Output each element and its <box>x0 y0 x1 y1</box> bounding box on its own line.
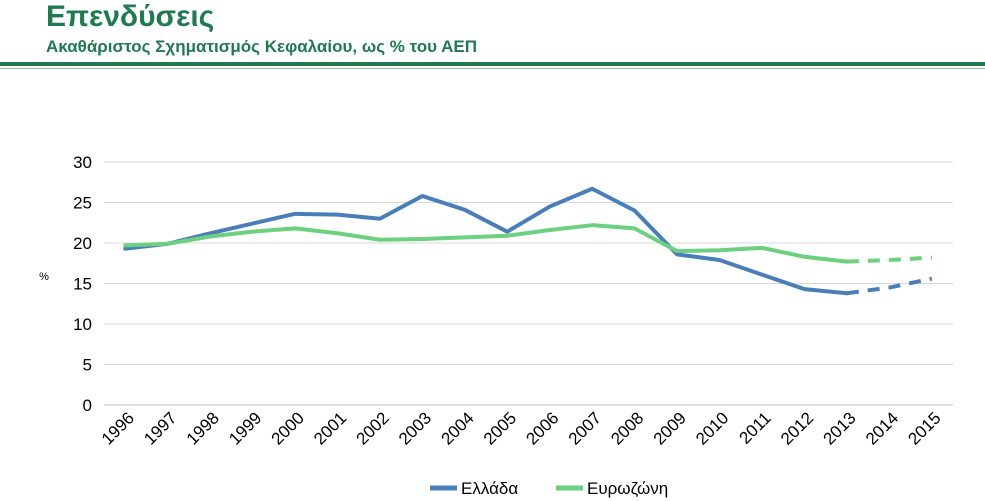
legend-label: Ελλάδα <box>461 479 518 498</box>
page-title: Επενδύσεις <box>46 0 215 33</box>
x-tick-label: 2005 <box>480 408 520 448</box>
x-tick-label: 2006 <box>522 408 562 448</box>
legend: Ελλάδα Ευρωζώνη <box>430 479 668 498</box>
x-tick-label: 2010 <box>692 408 732 448</box>
x-tick-label: 2003 <box>395 408 435 448</box>
header-rule <box>0 62 985 66</box>
y-tick-label: 15 <box>73 275 92 294</box>
series-forecast-line-0 <box>846 276 933 296</box>
y-axis-ticks: 0 5 10 15 20 25 30 <box>73 153 92 415</box>
legend-label: Ευρωζώνη <box>587 479 668 498</box>
y-tick-label: 10 <box>73 315 92 334</box>
x-tick-label: 2002 <box>353 408 393 448</box>
series-forecast-line-1 <box>846 255 932 264</box>
x-tick-label: 1996 <box>98 408 138 448</box>
x-tick-label: 2000 <box>268 408 308 448</box>
y-tick-label: 5 <box>83 356 92 375</box>
x-tick-label: 2012 <box>777 408 817 448</box>
x-tick-label: 2009 <box>650 408 690 448</box>
series-line-1 <box>123 223 849 264</box>
x-tick-label: 1998 <box>183 408 223 448</box>
x-tick-label: 2004 <box>437 408 477 448</box>
y-tick-label: 0 <box>83 396 92 415</box>
y-axis-label: % <box>39 271 49 283</box>
y-tick-label: 20 <box>73 234 92 253</box>
x-tick-label: 1999 <box>225 408 265 448</box>
series-lines <box>123 186 933 296</box>
series-line-0 <box>123 186 849 296</box>
x-axis-ticks: 1996 1997 1998 1999 2000 2001 2002 2003 2004 2005… <box>98 408 945 448</box>
x-tick-label: 2013 <box>820 408 860 448</box>
x-tick-label: 2001 <box>310 408 350 448</box>
x-tick-label: 1997 <box>140 408 180 448</box>
x-tick-label: 2007 <box>565 408 605 448</box>
y-tick-label: 25 <box>73 194 92 213</box>
x-tick-label: 2015 <box>904 408 944 448</box>
header-rule-thin <box>0 68 985 69</box>
x-tick-label: 2008 <box>607 408 647 448</box>
y-tick-label: 30 <box>73 153 92 172</box>
x-tick-label: 2014 <box>862 408 902 448</box>
x-tick-label: 2011 <box>736 408 775 447</box>
page-subtitle: Ακαθάριστος Σχηματισμός Κεφαλαίου, ως % … <box>46 37 477 56</box>
gridlines <box>104 161 953 406</box>
